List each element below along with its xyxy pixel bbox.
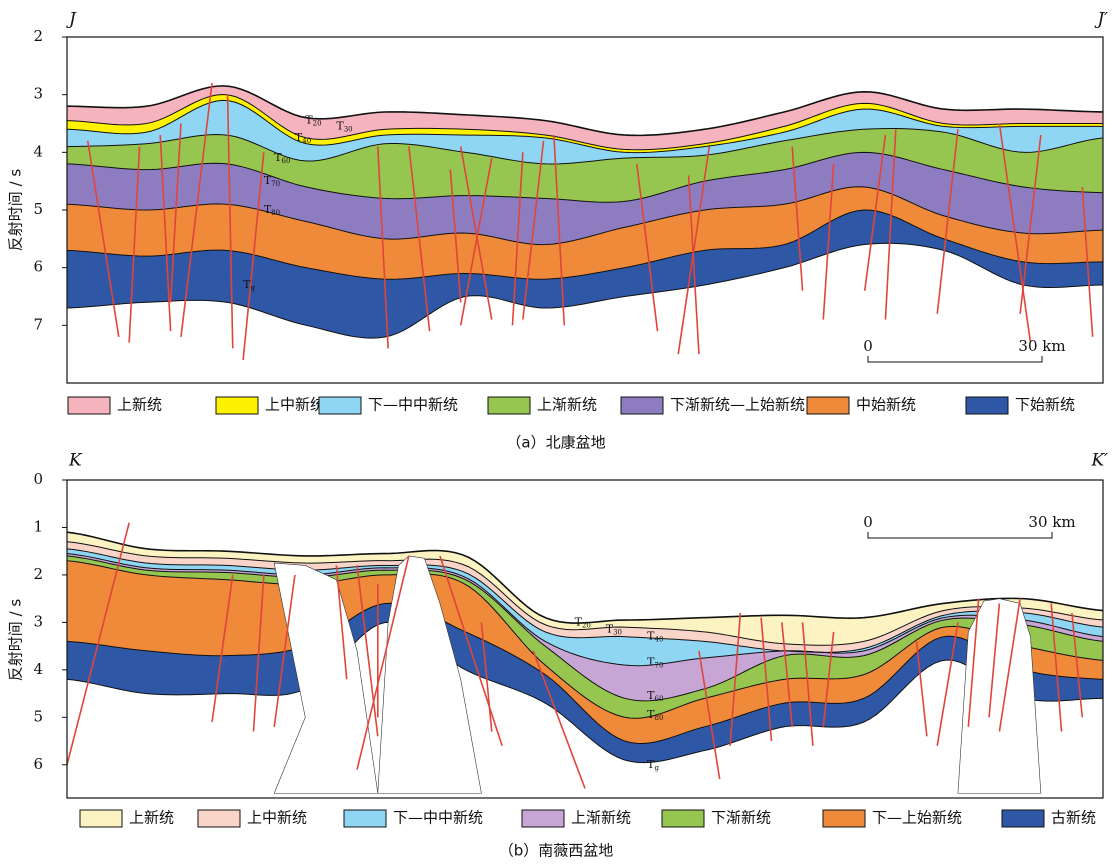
y-tick-label: 3 (33, 612, 43, 630)
legend-label: 下—中中新统 (368, 396, 458, 414)
corner-label: K (68, 451, 83, 471)
y-tick-label: 4 (33, 660, 43, 678)
legend-label: 上中新统 (265, 396, 325, 414)
y-tick-label: 0 (33, 470, 43, 488)
legend-label: 下—中中新统 (393, 809, 483, 827)
y-tick-label: 7 (33, 315, 43, 333)
horizon-label: T20 (305, 114, 321, 128)
legend-swatch (198, 810, 240, 827)
horizon-label-sub: g (655, 764, 660, 772)
legend-label: 古新统 (1051, 809, 1096, 827)
horizon-label-sub: 40 (302, 137, 311, 145)
horizon-label-sub: 20 (582, 621, 591, 629)
y-tick-label: 3 (33, 85, 43, 103)
y-tick-label: 5 (33, 707, 43, 725)
scale-bar-label: 30 km (1018, 337, 1065, 355)
legend-swatch (344, 810, 386, 827)
legend-swatch (319, 397, 361, 414)
legend-swatch (488, 397, 530, 414)
legend-label: 上中新统 (247, 809, 307, 827)
legend-label: 上渐新统 (571, 809, 631, 827)
corner-label: K′ (1090, 451, 1108, 471)
legend-swatch (823, 810, 865, 827)
legend-swatch (807, 397, 849, 414)
legend-swatch (1002, 810, 1044, 827)
horizon-label-sub: 80 (655, 714, 664, 722)
legend-label: 上新统 (117, 396, 162, 414)
caption: （a）北康盆地 (506, 434, 605, 452)
legend-swatch (966, 397, 1008, 414)
legend-label: 下始新统 (1015, 396, 1075, 414)
horizon-label-sub: 20 (313, 120, 322, 128)
corner-label: J (66, 10, 77, 30)
scale-bar-label: 0 (863, 513, 873, 531)
caption: （b）南薇西盆地 (499, 842, 614, 860)
horizon-label-sub: 30 (344, 125, 353, 133)
y-axis-label: 反射时间 / s (7, 169, 25, 252)
horizon-label-sub: 80 (271, 209, 280, 217)
legend-label: 上新统 (129, 809, 174, 827)
corner-label: J′ (1094, 10, 1108, 30)
horizon-label-sub: 70 (655, 662, 664, 670)
legend-label: 下—上始新统 (872, 809, 962, 827)
legend-swatch (522, 810, 564, 827)
horizon-label-sub: 70 (271, 180, 280, 188)
legend-label: 上渐新统 (537, 396, 597, 414)
legend-swatch (662, 810, 704, 827)
horizon-label: T20 (575, 615, 591, 629)
legend-label: 中始新统 (856, 396, 916, 414)
legend-swatch (80, 810, 122, 827)
horizon-label-sub: g (250, 284, 255, 292)
y-tick-label: 6 (33, 258, 43, 276)
y-axis-label: 反射时间 / s (7, 599, 25, 682)
y-tick-label: 6 (33, 755, 43, 773)
legend-swatch (621, 397, 663, 414)
y-tick-label: 5 (33, 200, 43, 218)
y-tick-label: 2 (33, 27, 43, 45)
y-tick-label: 4 (33, 142, 43, 160)
legend-label: 下渐新统 (711, 809, 771, 827)
horizon-label-sub: 30 (613, 629, 622, 637)
horizon-label-sub: 60 (282, 157, 291, 165)
scale-bar-label: 0 (863, 337, 873, 355)
scale-bar (868, 532, 1052, 538)
scale-bar-label: 30 km (1028, 513, 1075, 531)
legend-swatch (68, 397, 110, 414)
legend-label: 下渐新统—上始新统 (670, 396, 805, 414)
figure: T20T30T40T60T70T80Tg234567反射时间 / sJJ′030… (0, 0, 1112, 864)
horizon-label-sub: 60 (655, 695, 664, 703)
y-tick-label: 1 (33, 517, 43, 535)
horizon-label-sub: 40 (655, 636, 664, 644)
legend-swatch (216, 397, 258, 414)
scale-bar (868, 356, 1042, 362)
y-tick-label: 2 (33, 565, 43, 583)
